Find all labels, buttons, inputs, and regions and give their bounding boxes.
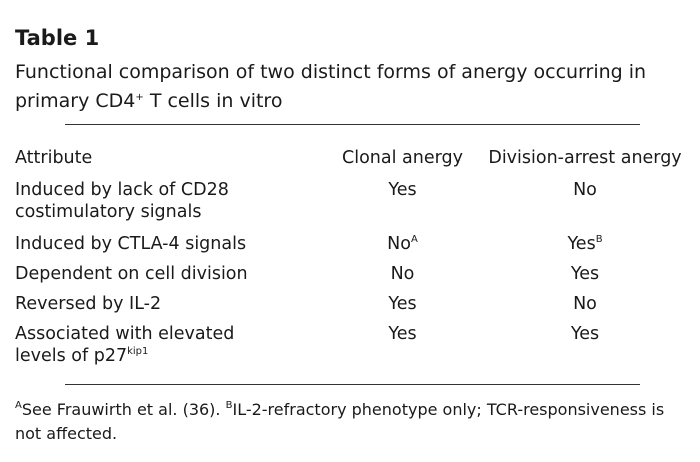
table-cell: Associated with elevated levels of p27ki… [15,323,265,367]
footnote-mark: B [225,400,233,411]
table-cell: Yes [475,323,695,345]
table-cell: Reversed by IL-2 [15,293,265,315]
cell-superscript: B [595,234,603,245]
column-header: Attribute [15,148,93,168]
cell-text: Dependent on cell division [15,264,248,284]
cell-text: Yes [388,180,417,200]
footnote-mark: A [15,400,22,411]
table-cell: NoA [315,233,490,255]
cell-text: Reversed by IL-2 [15,294,162,314]
column-header: Division-arrest anergy [488,148,682,168]
table-cell: No [475,293,695,315]
caption-text: Functional comparison of two distinct fo… [15,61,647,112]
table-caption: Functional comparison of two distinct fo… [15,58,700,116]
table-cell: No [315,263,490,285]
cell-text: Yes [570,264,600,284]
table-title: Table 1 [15,26,100,50]
cell-text: Associated with elevated levels of p27 [15,324,235,366]
table-cell: Induced by CTLA-4 signals [15,233,265,255]
top-rule [65,124,640,125]
cell-text: No [573,180,597,200]
caption-superscript: + [135,92,144,103]
table-cell: No [475,179,695,201]
footnote-text: See Frauwirth et al. (36). [21,400,226,419]
table-cell: Yes [315,293,490,315]
footnotes: ASee Frauwirth et al. (36). BIL-2-refrac… [15,398,695,446]
caption-text: T cells in vitro [143,90,283,112]
table-cell: Yes [475,263,695,285]
cell-text: Yes [570,324,600,344]
cell-superscript: kip1 [127,346,149,357]
cell-superscript: A [410,234,418,245]
table-cell: YesB [475,233,695,255]
cell-text: No [573,294,597,314]
cell-text: No [387,234,411,254]
table-cell: Yes [315,179,490,201]
column-header: Clonal anergy [342,148,463,168]
footnote-text: IL-2-refractory phenotype only; TCR-resp… [15,400,665,443]
cell-text: Yes [388,294,417,314]
table-cell: Yes [315,323,490,345]
table-cell: Induced by lack of CD28 costimulatory si… [15,179,265,223]
table-cell: Dependent on cell division [15,263,265,285]
cell-text: Induced by CTLA-4 signals [15,234,247,254]
cell-text: Yes [567,234,596,254]
bottom-rule [65,384,640,385]
cell-text: No [390,264,415,284]
cell-text: Yes [388,324,417,344]
cell-text: Induced by lack of CD28 costimulatory si… [15,180,229,222]
